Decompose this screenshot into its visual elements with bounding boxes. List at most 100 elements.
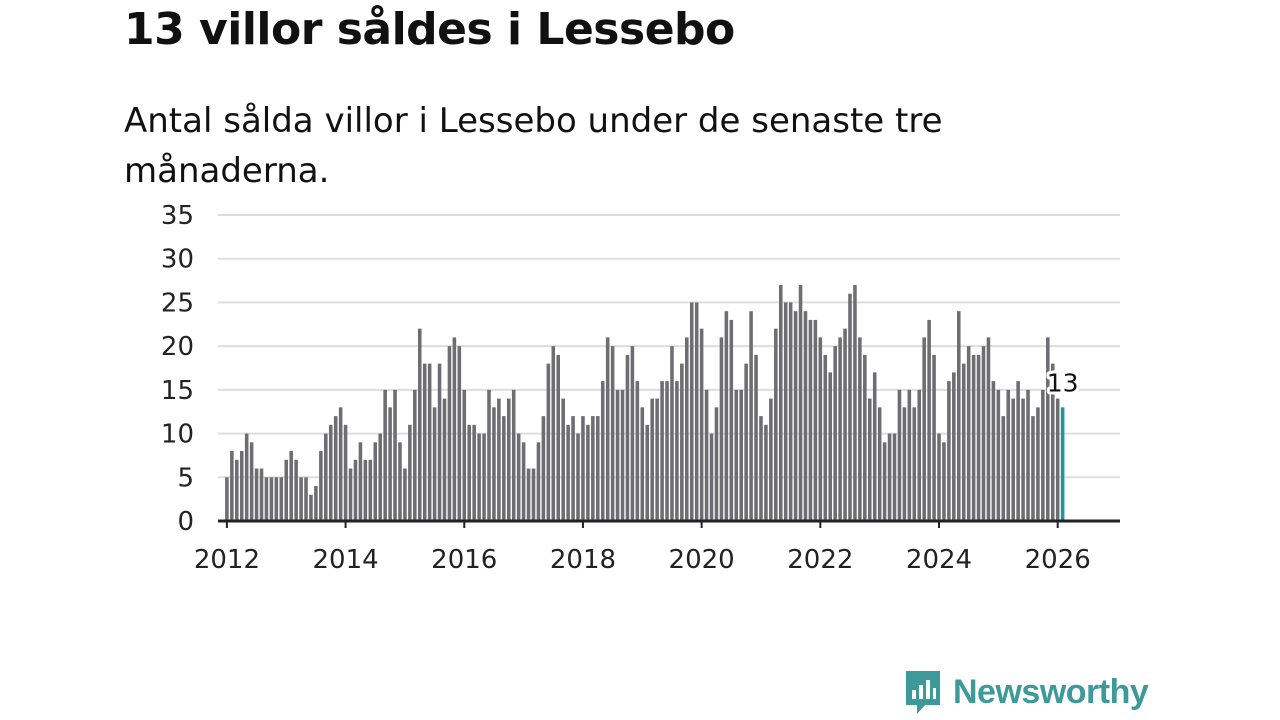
bar (882, 442, 887, 521)
bar (289, 451, 293, 521)
y-tick-label-25: 25 (161, 288, 194, 318)
bar (1001, 416, 1006, 521)
bar (971, 354, 976, 521)
bar (694, 302, 699, 521)
bar (576, 433, 580, 521)
bar (244, 433, 249, 521)
bar (239, 451, 244, 521)
bar (467, 424, 471, 521)
bar (536, 442, 541, 521)
bar (363, 459, 368, 521)
bar (774, 328, 778, 521)
bar (961, 363, 966, 521)
bar (502, 416, 506, 521)
x-tick-label-2012: 2012 (194, 545, 260, 575)
x-tick-label-2018: 2018 (550, 545, 616, 575)
bar (803, 311, 808, 521)
bar (521, 442, 526, 521)
bar (966, 346, 971, 521)
bar (838, 337, 842, 521)
bar (912, 407, 917, 521)
bar (783, 302, 788, 521)
bar (650, 398, 654, 521)
bar (383, 389, 387, 521)
bar (645, 424, 650, 521)
bar (477, 433, 481, 521)
bar (709, 433, 714, 521)
bar (848, 293, 852, 521)
bar (353, 459, 358, 521)
x-tick-label-2022: 2022 (787, 545, 853, 575)
bar (596, 416, 600, 521)
bar (655, 398, 659, 521)
y-tick-label-0: 0 (177, 507, 194, 537)
bar (927, 319, 931, 521)
newsworthy-logo: Newsworthy (903, 668, 1149, 716)
x-tick-label-2026: 2026 (1025, 545, 1091, 575)
bar (788, 302, 793, 521)
bar (759, 416, 763, 521)
bar (1050, 363, 1055, 521)
bar (492, 407, 496, 521)
bar (798, 284, 803, 521)
bar (699, 328, 704, 521)
bar (368, 459, 373, 521)
bar-highlight (1060, 407, 1065, 521)
x-tick-label-2014: 2014 (312, 545, 378, 575)
bar (432, 407, 437, 521)
bar (689, 302, 694, 521)
bar (635, 381, 640, 521)
bar (452, 337, 457, 521)
brand-name: Newsworthy (953, 672, 1149, 711)
bar (269, 477, 274, 521)
bar (319, 451, 323, 521)
bar (922, 337, 926, 521)
bar (506, 398, 511, 521)
bar (858, 337, 862, 521)
bar (472, 424, 476, 521)
y-tick-label-20: 20 (161, 332, 194, 362)
bar (566, 424, 570, 521)
y-tick-label-10: 10 (161, 420, 194, 450)
bar (749, 311, 753, 521)
bar (808, 319, 813, 521)
bar (1026, 389, 1030, 521)
bar (581, 416, 585, 521)
x-tick-label-2016: 2016 (431, 545, 497, 575)
bar (680, 363, 684, 521)
bar (457, 346, 462, 521)
bar (304, 477, 308, 521)
bar (358, 442, 363, 521)
bar (309, 494, 313, 521)
bar (408, 424, 412, 521)
bar (739, 389, 743, 521)
bar (665, 381, 669, 521)
bar (833, 346, 837, 521)
bar (264, 477, 269, 521)
bar (872, 372, 877, 521)
chart-subtitle: Antal sålda villor i Lessebo under de se… (124, 101, 943, 191)
bar (734, 389, 739, 521)
bar (1055, 398, 1060, 521)
bar (660, 381, 664, 521)
bar (511, 389, 516, 521)
chart-title: 13 villor såldes i Lessebo (124, 4, 735, 55)
bar (1016, 381, 1020, 521)
bar (853, 284, 857, 521)
bar (907, 389, 912, 521)
bar (630, 346, 635, 521)
bar (437, 363, 442, 521)
bar (670, 346, 674, 521)
bar (942, 442, 946, 521)
bar (714, 407, 719, 521)
y-tick-label-15: 15 (161, 376, 194, 406)
bar (724, 311, 729, 521)
bar (378, 433, 382, 521)
bar (719, 337, 724, 521)
bar (338, 407, 343, 521)
bar (591, 416, 595, 521)
bar (516, 433, 521, 521)
bar (1011, 398, 1015, 521)
bar (235, 459, 239, 521)
